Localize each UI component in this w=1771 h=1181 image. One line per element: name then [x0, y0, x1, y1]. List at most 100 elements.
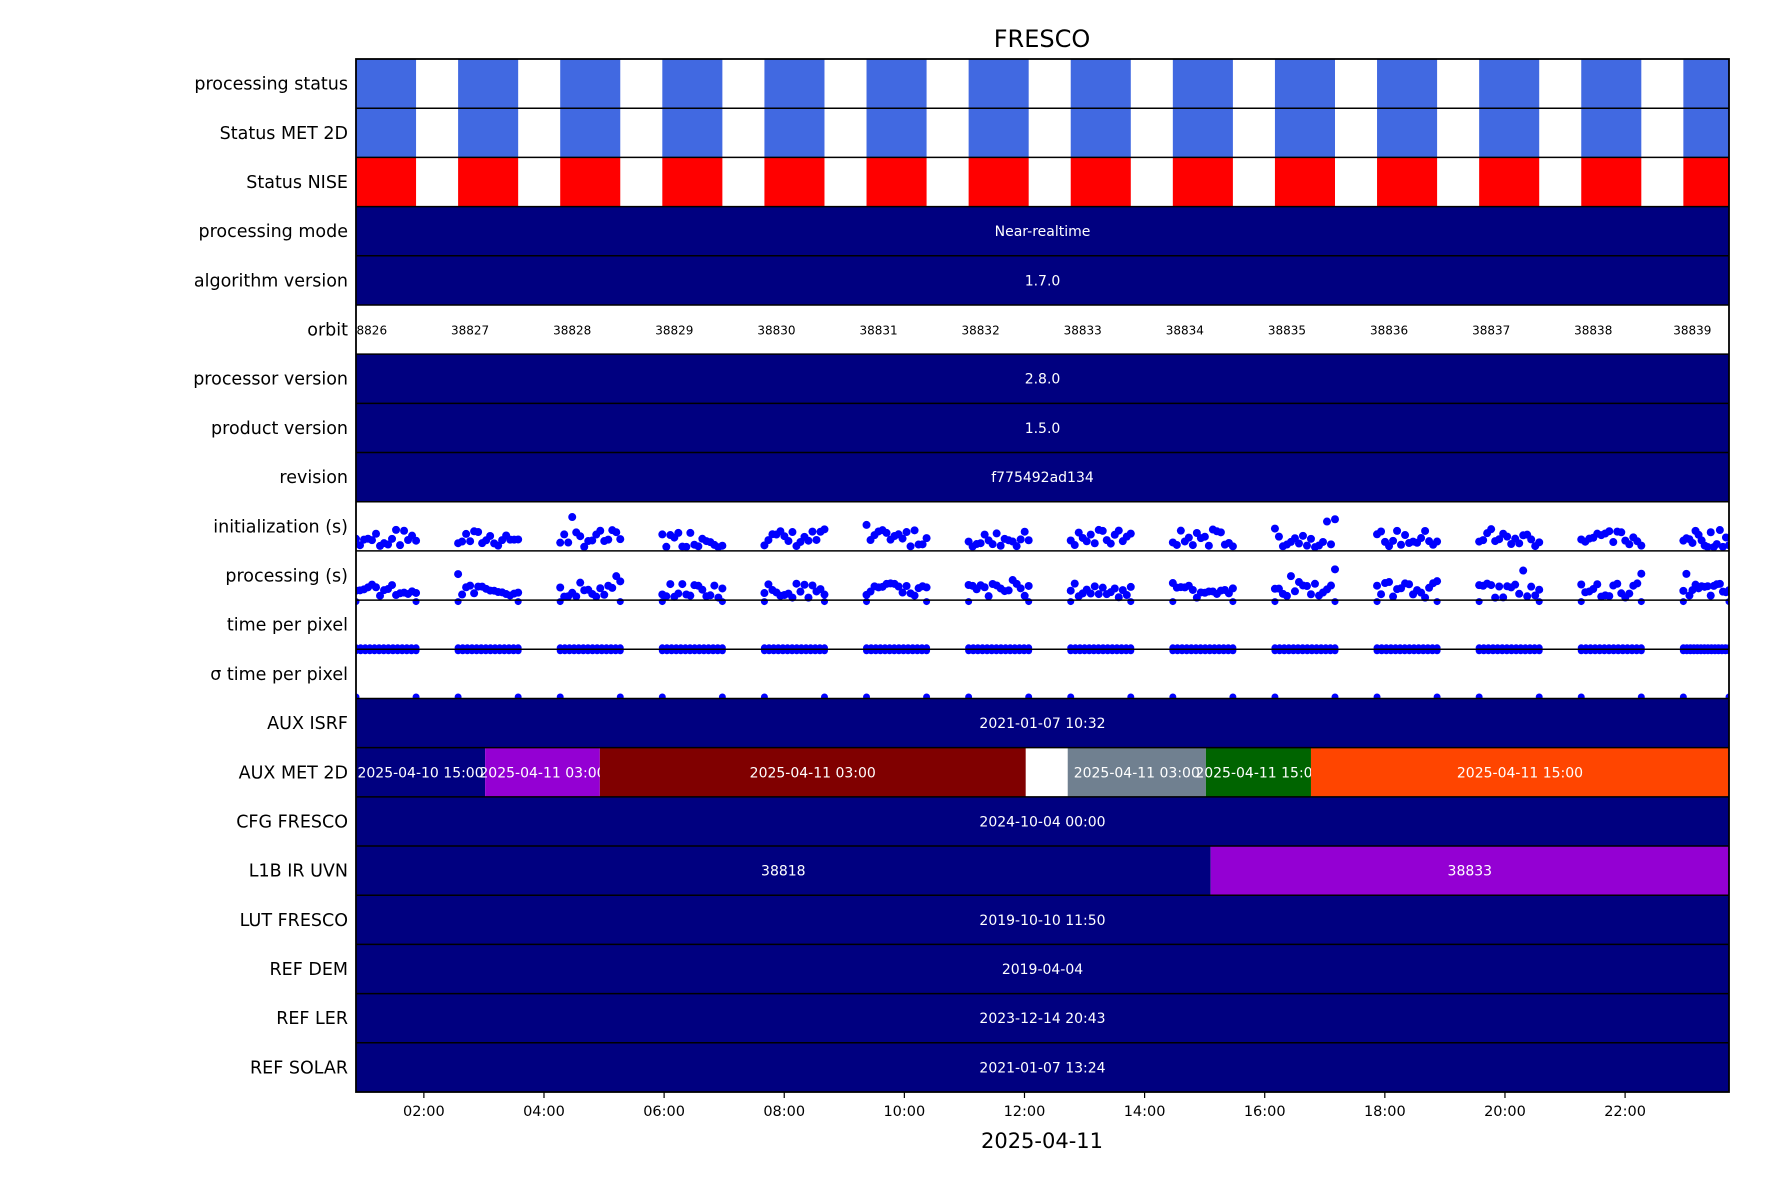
segment-bar [356, 993, 1729, 1043]
data-point [412, 536, 421, 545]
orbit-block [866, 108, 927, 158]
segment-bar [356, 354, 1729, 404]
data-point [1703, 582, 1712, 591]
data-point [910, 591, 919, 600]
row-label: processor version [193, 370, 348, 390]
x-axis-label: 2025-04-11 [981, 1129, 1103, 1153]
data-point [1330, 565, 1339, 574]
data-point [1204, 541, 1213, 550]
orbit-block [356, 59, 417, 109]
data-point [1114, 526, 1123, 535]
data-point [898, 534, 907, 543]
orbit-block [356, 108, 417, 158]
orbit-block [968, 157, 1029, 207]
data-point [1294, 539, 1303, 548]
data-point [560, 530, 569, 539]
orbit-label: 38829 [655, 324, 693, 338]
segment-bar [485, 747, 600, 797]
segment-bar [1310, 747, 1729, 797]
orbit-label: 38826 [349, 324, 387, 338]
row-label: processing mode [198, 222, 348, 242]
orbit-label: 38827 [451, 324, 489, 338]
chart-title: FRESCO [994, 25, 1091, 53]
data-point [596, 584, 605, 593]
segment-label: Near-realtime [995, 224, 1091, 240]
segment-bar [1067, 747, 1206, 797]
data-point [1511, 580, 1520, 589]
data-point [1605, 592, 1614, 601]
segment-bar [356, 206, 1729, 256]
orbit-block [968, 59, 1029, 109]
data-point [1188, 585, 1197, 594]
data-point [1086, 530, 1095, 539]
segment-label: 2024-10-04 00:00 [979, 814, 1105, 830]
data-point [514, 598, 522, 606]
orbit-label: 38838 [1574, 324, 1612, 338]
data-point [556, 583, 565, 592]
data-point [1527, 582, 1536, 591]
row-label: REF DEM [270, 960, 348, 980]
data-point [1012, 542, 1021, 551]
orbit-block [1172, 157, 1233, 207]
data-point [1274, 532, 1283, 541]
orbit-block [356, 157, 417, 207]
data-point [1326, 540, 1335, 549]
data-point [1330, 515, 1339, 524]
segment-label: 2.8.0 [1025, 372, 1061, 388]
data-point [1271, 598, 1279, 606]
data-point [1679, 586, 1688, 595]
data-point [788, 528, 797, 537]
data-point [368, 536, 377, 545]
data-point [1025, 647, 1033, 655]
data-point [1200, 532, 1209, 541]
data-point [1519, 566, 1528, 575]
orbit-label: 38839 [1673, 324, 1711, 338]
data-point [906, 542, 915, 551]
data-point [1094, 590, 1103, 599]
data-point [662, 592, 671, 601]
data-point [980, 530, 989, 539]
data-point [1637, 647, 1645, 655]
x-tick-label: 08:00 [763, 1104, 805, 1120]
orbit-block [1172, 59, 1233, 109]
data-point [863, 598, 871, 606]
data-point [612, 528, 621, 537]
data-point [1122, 591, 1131, 600]
row-label: orbit [307, 321, 348, 341]
row-label: CFG FRESCO [236, 812, 348, 832]
data-point [396, 541, 405, 550]
segment-label: 2025-04-11 03:00 [479, 765, 605, 781]
data-point [1475, 598, 1483, 606]
data-point [808, 527, 817, 536]
data-point [1229, 598, 1237, 606]
data-point [616, 577, 625, 586]
segment-bar [599, 747, 1026, 797]
data-point [1417, 534, 1426, 543]
row-label: σ time per pixel [210, 665, 348, 685]
data-point [1127, 598, 1135, 606]
orbit-block [1377, 157, 1438, 207]
segment-bar [356, 944, 1729, 994]
x-tick-label: 04:00 [523, 1104, 565, 1120]
data-point [1331, 647, 1339, 655]
data-point [1322, 517, 1331, 526]
data-point [616, 598, 624, 606]
segment-bar [356, 895, 1729, 945]
data-point [462, 529, 471, 538]
data-point [1535, 538, 1544, 547]
data-point [1393, 526, 1402, 535]
segment-label: 38833 [1448, 864, 1493, 880]
orbit-block [560, 157, 621, 207]
data-point [1577, 598, 1585, 606]
row-label: processing (s) [225, 567, 348, 587]
data-point [1110, 584, 1119, 593]
segment-label: 38818 [761, 864, 806, 880]
orbit-label: 38833 [1064, 324, 1102, 338]
data-point [580, 542, 589, 551]
segment-label: 1.7.0 [1025, 273, 1061, 289]
data-point [1531, 591, 1540, 600]
data-point [1228, 584, 1237, 593]
segment-label: 2019-04-04 [1002, 962, 1083, 978]
data-point [514, 647, 522, 655]
